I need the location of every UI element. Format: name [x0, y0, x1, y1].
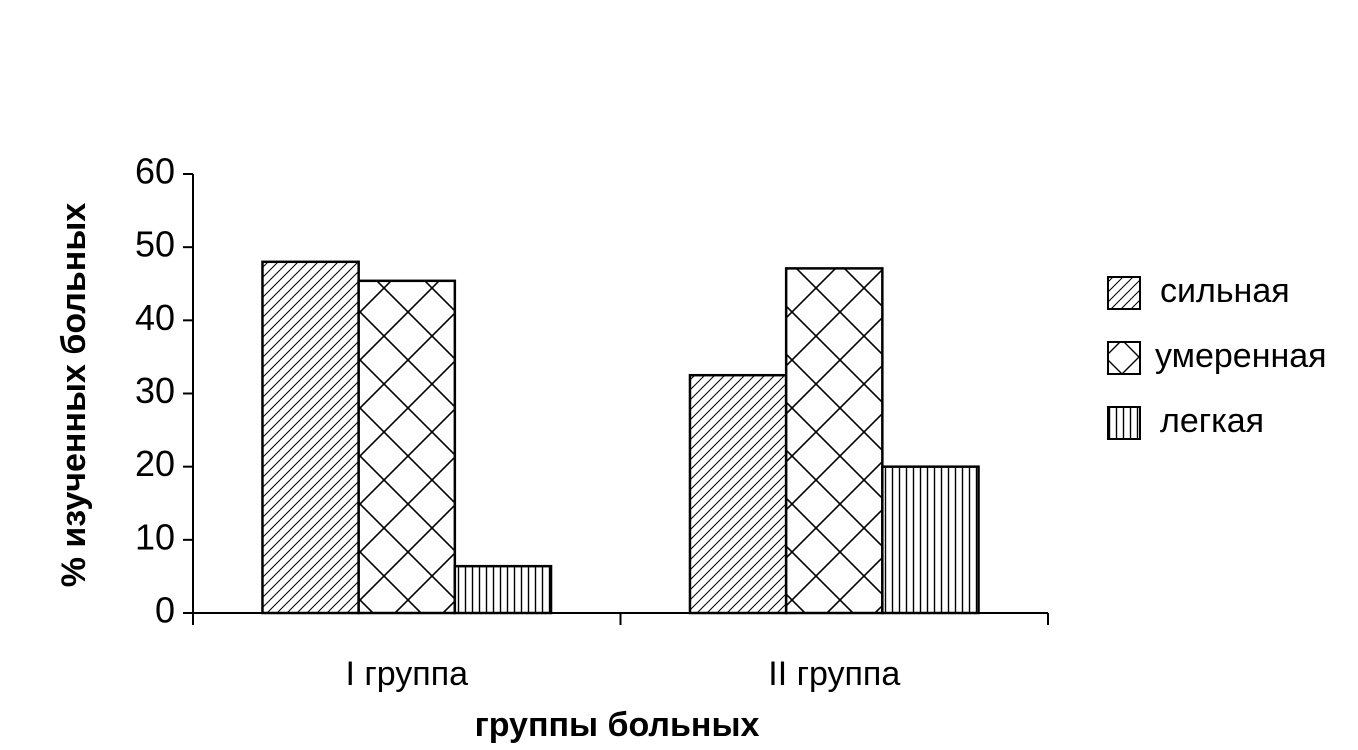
- y-tick-label: 60: [135, 151, 175, 192]
- bar: [453, 564, 553, 615]
- y-tick-label: 50: [135, 224, 175, 265]
- y-tick-label: 30: [135, 370, 175, 411]
- x-tick-label: I группа: [345, 655, 468, 693]
- x-axis-title: группы больных: [475, 706, 760, 744]
- y-axis-title: % изученных больных: [55, 203, 93, 588]
- legend-label: умеренная: [1155, 337, 1327, 375]
- bar: [688, 373, 788, 615]
- legend-swatch: [1107, 341, 1141, 375]
- y-tick-label: 40: [135, 297, 175, 338]
- bar: [261, 260, 360, 615]
- bar: [881, 465, 980, 615]
- x-tick-label: II группа: [768, 655, 900, 693]
- y-tick-label: 10: [135, 516, 175, 557]
- bar: [784, 267, 884, 615]
- legend-swatch: [1107, 276, 1141, 310]
- legend-label: сильная: [1160, 272, 1290, 310]
- y-tick-label: 20: [135, 443, 175, 484]
- legend-label: легкая: [1160, 402, 1264, 440]
- bar: [357, 279, 457, 615]
- legend-swatch: [1107, 406, 1141, 440]
- y-tick-label: 0: [155, 590, 175, 631]
